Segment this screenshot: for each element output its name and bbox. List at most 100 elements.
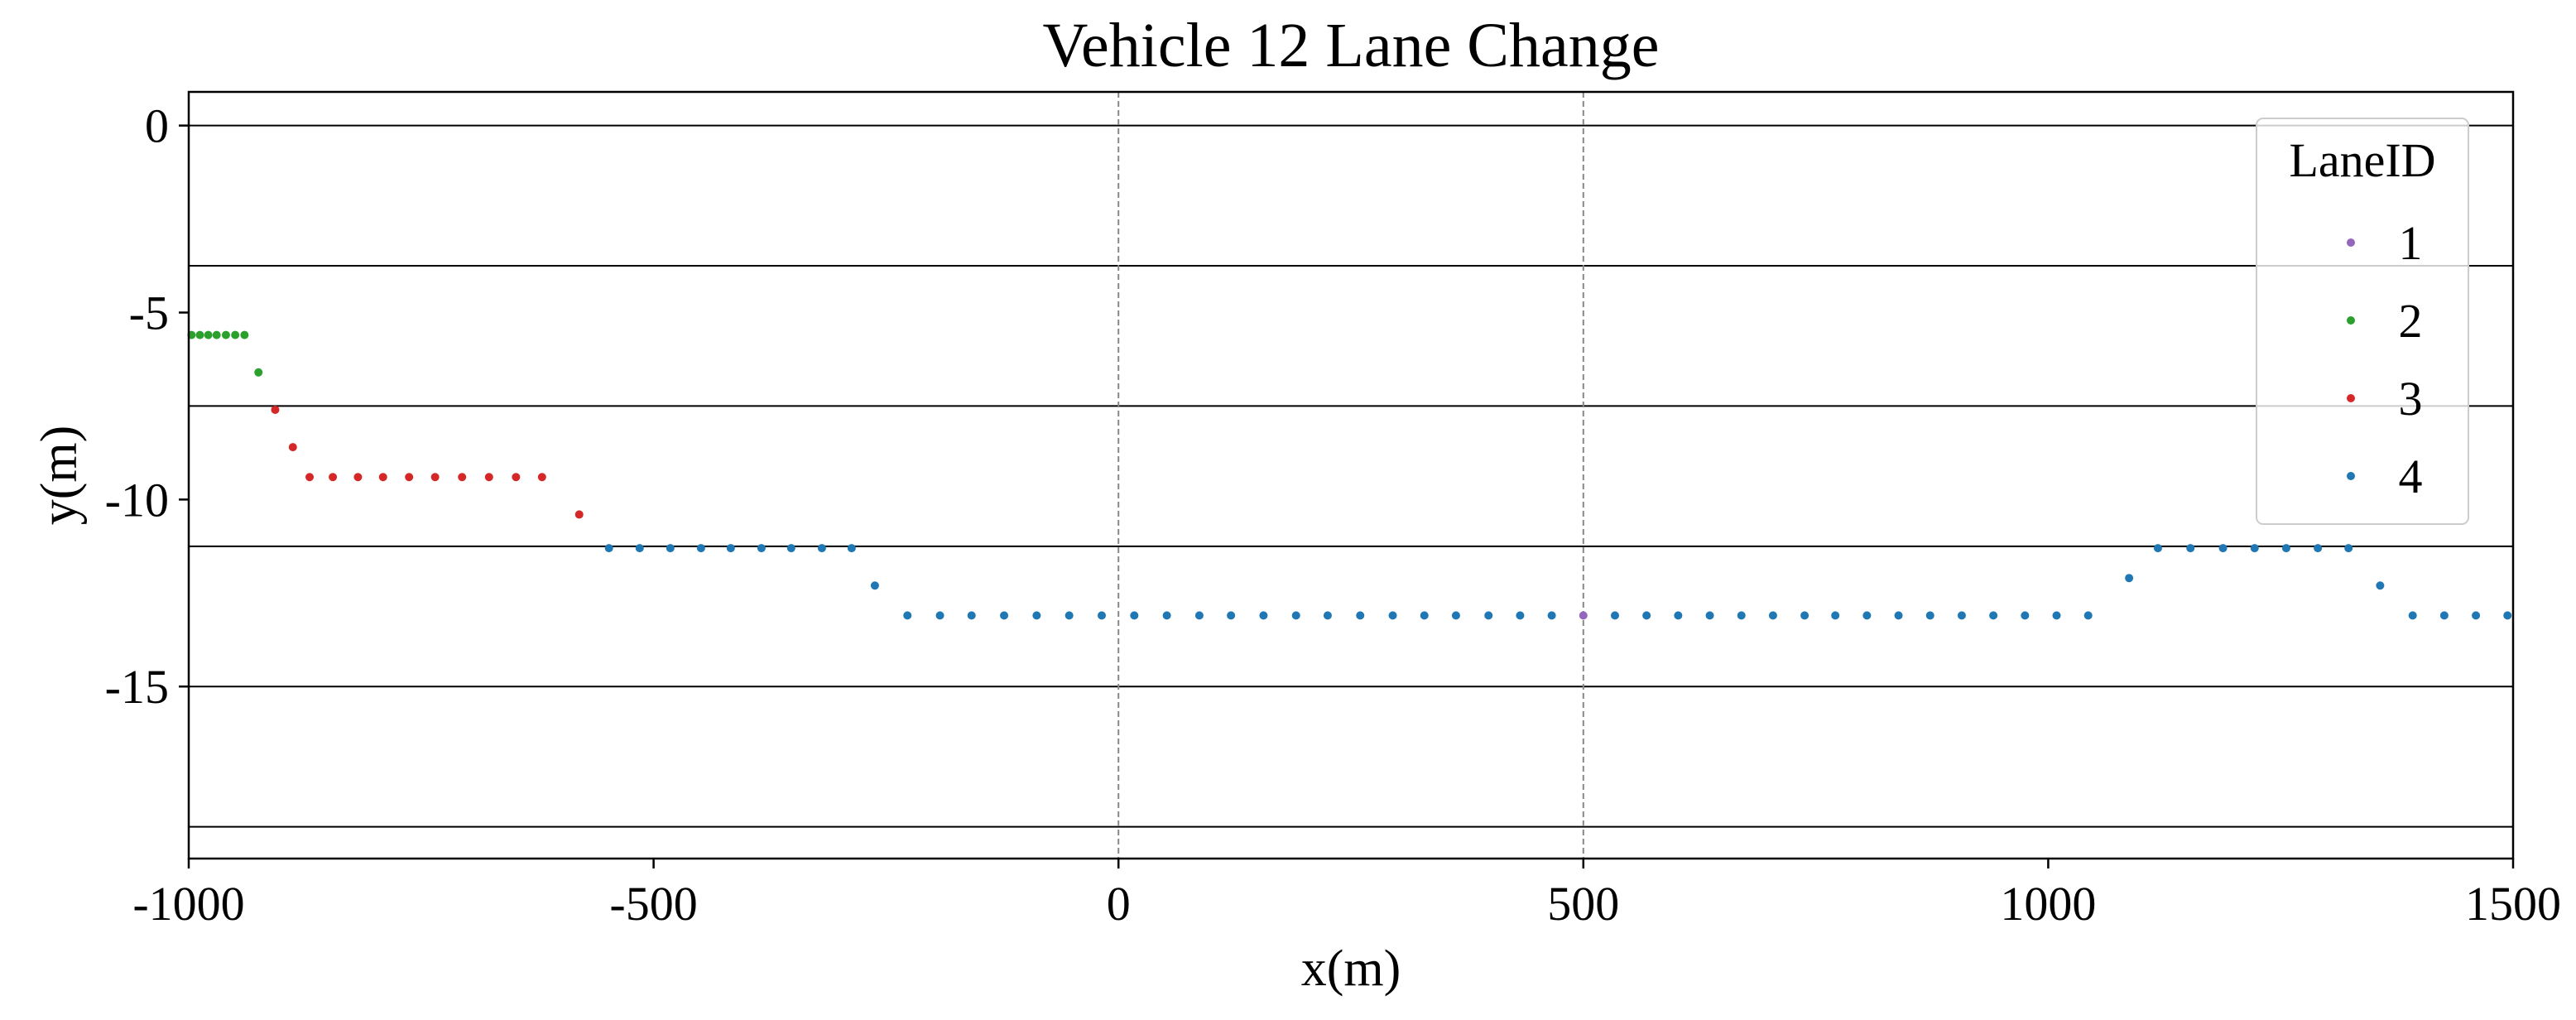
data-point-lane-3 [512, 473, 521, 482]
legend-title: LaneID [2289, 133, 2435, 187]
data-point-lane-4 [903, 611, 912, 620]
y-tick-label: 0 [145, 99, 169, 153]
data-point-lane-3 [353, 473, 363, 482]
data-point-lane-4 [757, 544, 766, 553]
data-point-lane-4 [696, 544, 705, 553]
data-point-lane-4 [1547, 611, 1556, 620]
x-tick-label: -1000 [132, 877, 244, 931]
data-point-lane-4 [1989, 611, 1998, 620]
data-point-lane-1 [1579, 611, 1588, 620]
x-tick-label: 1500 [2465, 877, 2561, 931]
data-point-lane-4 [1737, 611, 1746, 620]
data-point-lane-4 [726, 544, 735, 553]
series-lane-1 [1579, 611, 1588, 620]
data-point-lane-4 [2125, 574, 2134, 583]
y-axis-label: y(m) [31, 426, 88, 526]
data-point-lane-4 [1291, 611, 1300, 620]
data-point-lane-2 [195, 330, 204, 339]
legend-label-lane-2: 2 [2399, 294, 2423, 348]
data-point-lane-4 [2186, 544, 2195, 553]
data-point-lane-4 [847, 544, 856, 553]
data-point-lane-4 [1259, 611, 1268, 620]
data-point-lane-4 [1484, 611, 1493, 620]
data-point-lane-4 [1227, 611, 1236, 620]
legend: LaneID 1 2 3 4 [2256, 118, 2469, 525]
data-point-lane-4 [1065, 611, 1074, 620]
x-axis-ticks: -1000 -500 0 500 1000 1500 [132, 859, 2561, 931]
chart-title: Vehicle 12 Lane Change [1043, 11, 1660, 80]
data-point-lane-4 [1420, 611, 1429, 620]
plot-area [187, 92, 2513, 859]
data-point-lane-3 [405, 473, 414, 482]
legend-entries: 1 2 3 4 [2347, 216, 2423, 503]
legend-marker-lane-1 [2347, 238, 2355, 247]
y-tick-label: -10 [105, 473, 169, 527]
data-point-lane-4 [1000, 611, 1009, 620]
data-point-lane-4 [1862, 611, 1872, 620]
legend-marker-lane-3 [2347, 394, 2355, 402]
data-point-lane-4 [1356, 611, 1365, 620]
data-point-lane-3 [329, 473, 338, 482]
data-point-lane-4 [935, 611, 944, 620]
data-point-lane-3 [574, 510, 584, 519]
data-point-lane-4 [1130, 611, 1139, 620]
data-point-lane-2 [212, 330, 221, 339]
plot-frame [187, 90, 2515, 860]
legend-box [2256, 118, 2469, 525]
legend-label-lane-4: 4 [2399, 450, 2423, 503]
data-point-lane-4 [2281, 544, 2290, 553]
data-point-lane-4 [2218, 544, 2228, 553]
y-tick-label: -5 [129, 286, 169, 340]
data-point-lane-4 [1957, 611, 1966, 620]
data-point-lane-4 [2021, 611, 2030, 620]
data-point-lane-4 [635, 544, 644, 553]
data-point-lane-4 [1894, 611, 1903, 620]
data-point-lane-2 [240, 330, 249, 339]
data-point-lane-3 [288, 443, 297, 452]
y-tick-label: -15 [105, 660, 169, 714]
data-point-lane-4 [1388, 611, 1397, 620]
data-point-lane-4 [1925, 611, 1934, 620]
legend-label-lane-3: 3 [2399, 372, 2423, 426]
data-point-lane-4 [2344, 544, 2353, 553]
data-point-lane-3 [430, 473, 440, 482]
data-point-lane-3 [484, 473, 493, 482]
data-point-lane-4 [1451, 611, 1460, 620]
data-point-lane-4 [870, 581, 879, 590]
x-tick-label: -500 [609, 877, 697, 931]
data-point-lane-4 [1705, 611, 1714, 620]
legend-marker-lane-2 [2347, 316, 2355, 325]
data-point-lane-4 [2376, 581, 2385, 590]
data-point-lane-4 [1516, 611, 1525, 620]
data-point-lane-2 [231, 330, 240, 339]
data-point-lane-4 [967, 611, 976, 620]
data-point-lane-2 [254, 368, 263, 377]
series-lane-3 [271, 405, 584, 519]
x-tick-label: 500 [1547, 877, 1619, 931]
data-point-lane-4 [1800, 611, 1809, 620]
data-point-lane-4 [786, 544, 795, 553]
data-point-lane-3 [271, 405, 280, 414]
data-point-lane-4 [1323, 611, 1332, 620]
legend-marker-lane-4 [2347, 472, 2355, 480]
data-point-lane-4 [2250, 544, 2259, 553]
data-point-lane-4 [2503, 611, 2512, 620]
data-point-lane-4 [2314, 544, 2323, 553]
data-point-lane-2 [204, 330, 213, 339]
y-axis-ticks: 0 -5 -10 -15 [105, 99, 189, 714]
data-point-lane-4 [1162, 611, 1171, 620]
data-point-lane-3 [458, 473, 467, 482]
data-point-lane-3 [378, 473, 387, 482]
data-point-lane-2 [221, 330, 230, 339]
data-point-lane-4 [1032, 611, 1041, 620]
data-point-lane-4 [2052, 611, 2061, 620]
data-point-lane-4 [1674, 611, 1683, 620]
data-point-lane-4 [1831, 611, 1840, 620]
data-point-lane-4 [2472, 611, 2481, 620]
data-point-lane-4 [604, 544, 613, 553]
data-point-lane-4 [2439, 611, 2449, 620]
x-tick-label: 1000 [2000, 877, 2096, 931]
data-point-lane-4 [1097, 611, 1106, 620]
